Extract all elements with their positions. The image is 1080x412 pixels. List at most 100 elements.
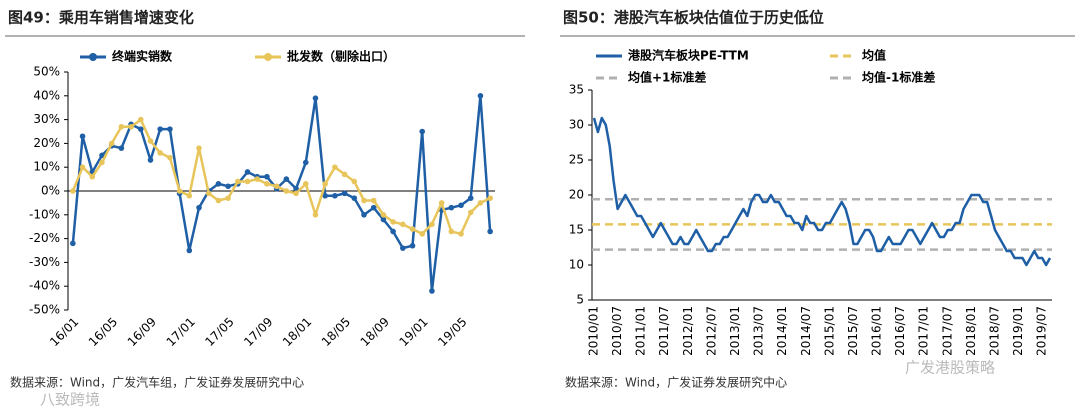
series-marker [293, 185, 299, 192]
y-tick-label: 20 [569, 188, 584, 202]
y-tick-label: 25 [569, 153, 584, 167]
x-tick-label: 2010/01 [586, 306, 600, 356]
x-tick-label: 2015/07 [846, 306, 860, 356]
series-marker [147, 157, 154, 163]
x-tick-label: 2010/07 [610, 306, 624, 356]
x-tick-label: 19/01 [396, 315, 430, 349]
series-marker [448, 204, 455, 211]
series-line [592, 116, 1052, 267]
legend-marker [89, 53, 97, 61]
series-marker [429, 221, 435, 228]
series-marker [322, 181, 328, 187]
x-tick-label: 2017/01 [917, 306, 931, 356]
series-marker [196, 145, 202, 151]
series-marker [351, 178, 358, 185]
series-marker [458, 231, 464, 237]
series-marker [225, 195, 231, 201]
series-marker [283, 176, 290, 182]
series-marker [205, 190, 212, 197]
x-tick-label: 2018/01 [964, 306, 978, 356]
x-tick-label: 18/05 [319, 315, 353, 349]
series-marker [118, 145, 125, 151]
series-marker [409, 226, 416, 232]
series-line [71, 94, 492, 293]
x-tick-label: 16/05 [86, 315, 120, 349]
series-marker [312, 212, 319, 218]
y-tick-label: 30 [569, 118, 584, 132]
legend-label: 港股汽车板块PE-TTM [628, 48, 749, 63]
series-marker [137, 116, 144, 123]
series-marker [419, 128, 426, 135]
series-marker [137, 126, 144, 132]
series-marker [380, 212, 387, 218]
series-marker [467, 209, 474, 216]
x-tick-label: 2019/07 [1035, 306, 1049, 356]
y-tick-label: 20% [33, 136, 60, 150]
legend-label: 均值 [862, 48, 886, 63]
y-tick-label: -10% [29, 207, 60, 221]
series-marker [380, 216, 387, 223]
series-marker [400, 245, 406, 251]
series-marker [79, 164, 86, 170]
watermark: 八致跨境 [40, 391, 100, 409]
x-tick-label: 16/01 [47, 315, 81, 349]
y-tick-label: 15 [569, 223, 584, 237]
series-marker [390, 228, 396, 235]
x-tick-label: 2018/07 [987, 306, 1001, 356]
y-tick-label: 30% [33, 112, 60, 126]
x-tick-label: 2012/07 [704, 306, 718, 356]
series-marker [215, 181, 222, 187]
series-marker [157, 150, 163, 156]
series-marker [264, 173, 270, 180]
legend-label: 均值-1标准差 [862, 70, 935, 85]
series-marker [370, 197, 377, 204]
series-marker [79, 133, 86, 140]
y-tick-label: 35 [569, 83, 584, 97]
series-marker [361, 197, 367, 204]
series-marker [196, 204, 202, 211]
y-tick-label: 40% [33, 88, 60, 102]
series-marker [438, 200, 445, 206]
series-marker [341, 171, 348, 178]
series-marker [157, 126, 163, 132]
x-tick-label: 2019/01 [1011, 306, 1025, 356]
series-marker [225, 183, 231, 190]
x-tick-label: 2014/01 [775, 306, 789, 356]
series-marker [487, 228, 493, 235]
series-marker [89, 173, 96, 180]
series-marker [70, 240, 76, 247]
y-tick-label: 5 [576, 293, 584, 307]
x-tick-label: 18/01 [280, 315, 314, 349]
series-marker [235, 178, 241, 185]
series-marker [467, 195, 474, 201]
series-marker [390, 219, 396, 225]
y-tick-label: 50% [33, 65, 60, 79]
series-marker [312, 95, 319, 101]
x-tick-label: 17/01 [164, 315, 198, 349]
series-marker [99, 159, 105, 166]
series-marker [167, 154, 173, 161]
series-marker [419, 231, 426, 237]
series-marker [429, 288, 435, 294]
y-tick-label: 0% [41, 184, 60, 198]
series-marker [361, 212, 367, 218]
y-tick-label: -40% [29, 279, 60, 293]
x-tick-label: 2013/01 [728, 306, 742, 356]
y-tick-label: -50% [29, 303, 60, 317]
x-tick-label: 17/09 [241, 315, 275, 349]
x-tick-label: 2011/07 [657, 306, 671, 356]
legend-label: 批发数（剔除出口） [287, 49, 395, 64]
x-tick-label: 2012/01 [681, 306, 695, 356]
series-marker [477, 93, 484, 99]
x-tick-label: 2015/01 [822, 306, 836, 356]
series-marker [264, 181, 270, 187]
series-marker [302, 181, 309, 187]
x-tick-label: 2011/01 [634, 306, 648, 356]
y-tick-label: 10 [569, 258, 584, 272]
watermark: 广发港股策略 [905, 359, 995, 377]
y-tick-label: -20% [29, 231, 60, 245]
x-tick-label: 2016/07 [893, 306, 907, 356]
series-marker [400, 221, 406, 228]
series-marker [147, 138, 154, 144]
